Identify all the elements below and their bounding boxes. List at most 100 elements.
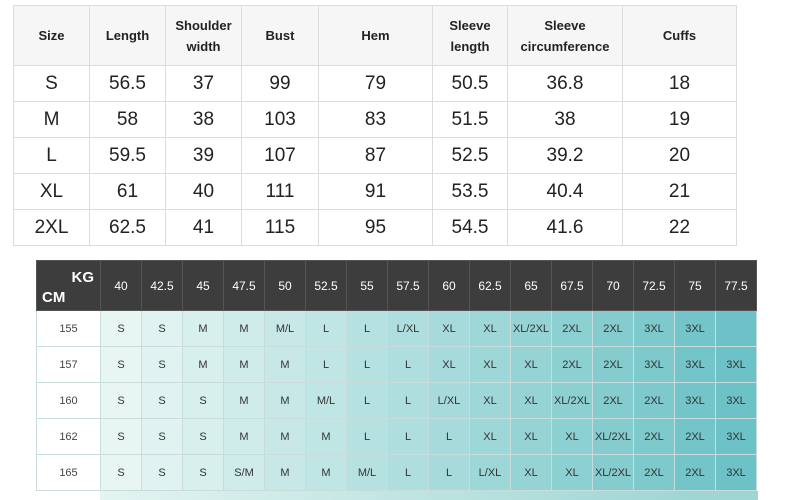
size-cell: XL (428, 346, 470, 383)
measure-cell: 59.5 (89, 137, 166, 174)
size-cell: XL/2XL (592, 418, 634, 455)
measure-cell: 79 (318, 65, 433, 102)
size-cell: L (346, 418, 388, 455)
measure-cell: 36.8 (507, 65, 623, 102)
size-cell: M (305, 418, 347, 455)
size-cell: 2XL (674, 454, 716, 491)
size-cell: S (100, 382, 142, 419)
measure-cell: 40.4 (507, 173, 623, 210)
size-cell: L (387, 382, 429, 419)
size-cell: XL/2XL (592, 454, 634, 491)
height-row: 162 S S S M M M L L L XL XL XL XL/2XL 2XL 2XL 3XL (36, 418, 757, 455)
measure-cell: 51.5 (432, 101, 508, 138)
weight-cell: 70 (592, 260, 634, 311)
weight-cell: 47.5 (223, 260, 265, 311)
measure-cell: 40 (165, 173, 242, 210)
size-cell: S (182, 382, 224, 419)
cm-label: CM (42, 289, 66, 306)
measure-cell: 39.2 (507, 137, 623, 174)
size-cell: S (141, 418, 183, 455)
size-cell: S (182, 418, 224, 455)
header-cell: Length (89, 5, 166, 66)
measure-cell: 95 (318, 209, 433, 246)
size-cell: 2XL (633, 454, 675, 491)
measure-cell: 107 (241, 137, 319, 174)
size-cell: XL (510, 418, 552, 455)
size-cell: 2XL (551, 310, 593, 347)
size-row: 2XL 62.5 41 115 95 54.5 41.6 22 (13, 209, 737, 246)
header-cell: Shoulder width (165, 5, 242, 66)
size-cell: 2XL (633, 418, 675, 455)
measure-cell: 21 (622, 173, 737, 210)
height-row: 155 S S M M M/L L L L/XL XL XL XL/2XL 2XL 2XL 3XL 3XL (36, 310, 757, 347)
height-cell: 160 (36, 382, 101, 419)
size-cell: L (387, 346, 429, 383)
size-cell (715, 310, 757, 347)
size-cell: XL (13, 173, 90, 210)
size-cell: M (182, 346, 224, 383)
height-cell: 155 (36, 310, 101, 347)
weight-cell: 75 (674, 260, 716, 311)
size-cell: XL (510, 382, 552, 419)
size-cell: 3XL (633, 310, 675, 347)
size-cell: S (100, 418, 142, 455)
size-cell: L (346, 382, 388, 419)
weight-cell: 72.5 (633, 260, 675, 311)
size-cell: L (428, 454, 470, 491)
size-row: S 56.5 37 99 79 50.5 36.8 18 (13, 65, 737, 102)
size-cell: 3XL (674, 310, 716, 347)
measure-cell: 62.5 (89, 209, 166, 246)
size-cell: 3XL (715, 382, 757, 419)
size-cell: XL (551, 454, 593, 491)
size-cell: L (428, 418, 470, 455)
weight-cell: 77.5 (715, 260, 757, 311)
weight-cell: 40 (100, 260, 142, 311)
size-cell: 2XL (592, 382, 634, 419)
size-cell: S (141, 454, 183, 491)
weight-cell: 67.5 (551, 260, 593, 311)
size-cell: M (264, 418, 306, 455)
size-cell: M (223, 310, 265, 347)
size-cell: XL/2XL (510, 310, 552, 347)
size-cell: XL (428, 310, 470, 347)
weight-cell: 52.5 (305, 260, 347, 311)
size-cell: S (182, 454, 224, 491)
height-row: 165 S S S S/M M M M/L L L L/XL XL XL XL/2XL 2XL 2XL 3XL (36, 454, 757, 491)
size-cell: M (264, 346, 306, 383)
measure-cell: 111 (241, 173, 319, 210)
size-cell: S (13, 65, 90, 102)
size-cell: M (223, 418, 265, 455)
measure-cell: 22 (622, 209, 737, 246)
size-cell: L (13, 137, 90, 174)
size-cell: L (346, 346, 388, 383)
size-cell: M/L (264, 310, 306, 347)
weight-cell: 50 (264, 260, 306, 311)
kg-label: KG (71, 269, 95, 286)
size-cell: 3XL (715, 418, 757, 455)
weight-cell: 65 (510, 260, 552, 311)
size-cell: S (141, 382, 183, 419)
header-cell: Sleeve circumference (507, 5, 623, 66)
measure-cell: 39 (165, 137, 242, 174)
measure-cell: 20 (622, 137, 737, 174)
measure-cell: 50.5 (432, 65, 508, 102)
weight-cell: 42.5 (141, 260, 183, 311)
size-cell: 3XL (633, 346, 675, 383)
size-cell: 2XL (592, 346, 634, 383)
size-cell: S (100, 310, 142, 347)
size-cell: S (141, 346, 183, 383)
weight-cell: 57.5 (387, 260, 429, 311)
height-cell: 165 (36, 454, 101, 491)
size-cell: 2XL (633, 382, 675, 419)
measure-cell: 103 (241, 101, 319, 138)
measure-cell: 99 (241, 65, 319, 102)
size-cell: S (100, 454, 142, 491)
header-cell: Bust (241, 5, 319, 66)
measure-cell: 18 (622, 65, 737, 102)
size-cell: 2XL (592, 310, 634, 347)
recommend-wrap: KG CM 40 42.5 45 47.5 50 52.5 55 57.5 60 62.5 65 67… (36, 260, 758, 500)
size-cell: S/M (223, 454, 265, 491)
measure-cell: 52.5 (432, 137, 508, 174)
measure-cell: 58 (89, 101, 166, 138)
measure-cell: 37 (165, 65, 242, 102)
